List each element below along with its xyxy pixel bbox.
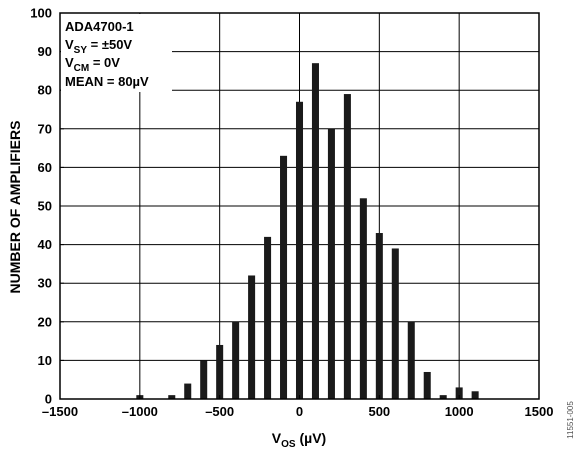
x-tick-labels: –1500 –1000 –500 0 500 1000 1500 bbox=[42, 404, 554, 419]
histogram-bar bbox=[407, 321, 415, 399]
y-tick-labels: 0 10 20 30 40 50 60 70 80 90 100 bbox=[30, 6, 52, 407]
y-tick-label: 30 bbox=[38, 276, 52, 291]
x-tick-label: 0 bbox=[296, 404, 303, 419]
x-tick-label: 1000 bbox=[445, 404, 474, 419]
histogram-bar bbox=[423, 371, 431, 399]
histogram-bar bbox=[295, 101, 304, 399]
y-tick-label: 20 bbox=[38, 314, 52, 329]
legend-part-name: ADA4700-1 bbox=[65, 19, 134, 34]
histogram-bar bbox=[168, 395, 176, 399]
y-tick-label: 80 bbox=[38, 83, 52, 98]
y-tick-label: 90 bbox=[38, 44, 52, 59]
y-tick-label: 10 bbox=[38, 353, 52, 368]
y-tick-label: 100 bbox=[30, 6, 52, 21]
histogram-bar bbox=[311, 63, 319, 400]
histogram-bar bbox=[327, 128, 335, 400]
y-axis-title: NUMBER OF AMPLIFIERS bbox=[7, 121, 23, 294]
y-tick-label: 70 bbox=[38, 121, 52, 136]
histogram-bar bbox=[471, 391, 479, 399]
x-tick-label: –500 bbox=[205, 404, 234, 419]
y-tick-label: 40 bbox=[38, 237, 52, 252]
histogram-bar bbox=[343, 94, 351, 399]
x-tick-label: 1500 bbox=[525, 404, 554, 419]
y-tick-label: 0 bbox=[45, 392, 52, 407]
legend-vsy: VSY = ±50V bbox=[65, 37, 132, 56]
histogram-bar bbox=[232, 321, 240, 399]
histogram-bar bbox=[264, 236, 272, 399]
histogram-bars bbox=[136, 63, 479, 400]
y-tick-label: 60 bbox=[38, 160, 52, 175]
legend-mean: MEAN = 80µV bbox=[65, 74, 149, 89]
histogram-bar bbox=[359, 198, 367, 399]
histogram-bar bbox=[391, 248, 399, 399]
histogram-bar bbox=[455, 387, 463, 399]
y-tick-label: 50 bbox=[38, 199, 52, 214]
histogram-bar bbox=[375, 233, 383, 399]
legend-vcm: VCM = 0V bbox=[65, 55, 120, 74]
histogram-bar bbox=[280, 155, 288, 399]
histogram-bar bbox=[184, 383, 192, 399]
figure-id: 11551-005 bbox=[566, 401, 575, 439]
histogram-bar bbox=[248, 275, 256, 399]
histogram-bar bbox=[216, 344, 224, 399]
histogram-bar bbox=[439, 395, 447, 399]
x-axis-title: VOS (µV) bbox=[272, 430, 326, 450]
x-tick-label: 500 bbox=[368, 404, 390, 419]
histogram-bar bbox=[200, 360, 208, 399]
x-tick-label: –1500 bbox=[42, 404, 78, 419]
x-tick-label: –1000 bbox=[122, 404, 158, 419]
legend-box: ADA4700-1 VSY = ±50V VCM = 0V MEAN = 80µ… bbox=[61, 14, 172, 92]
